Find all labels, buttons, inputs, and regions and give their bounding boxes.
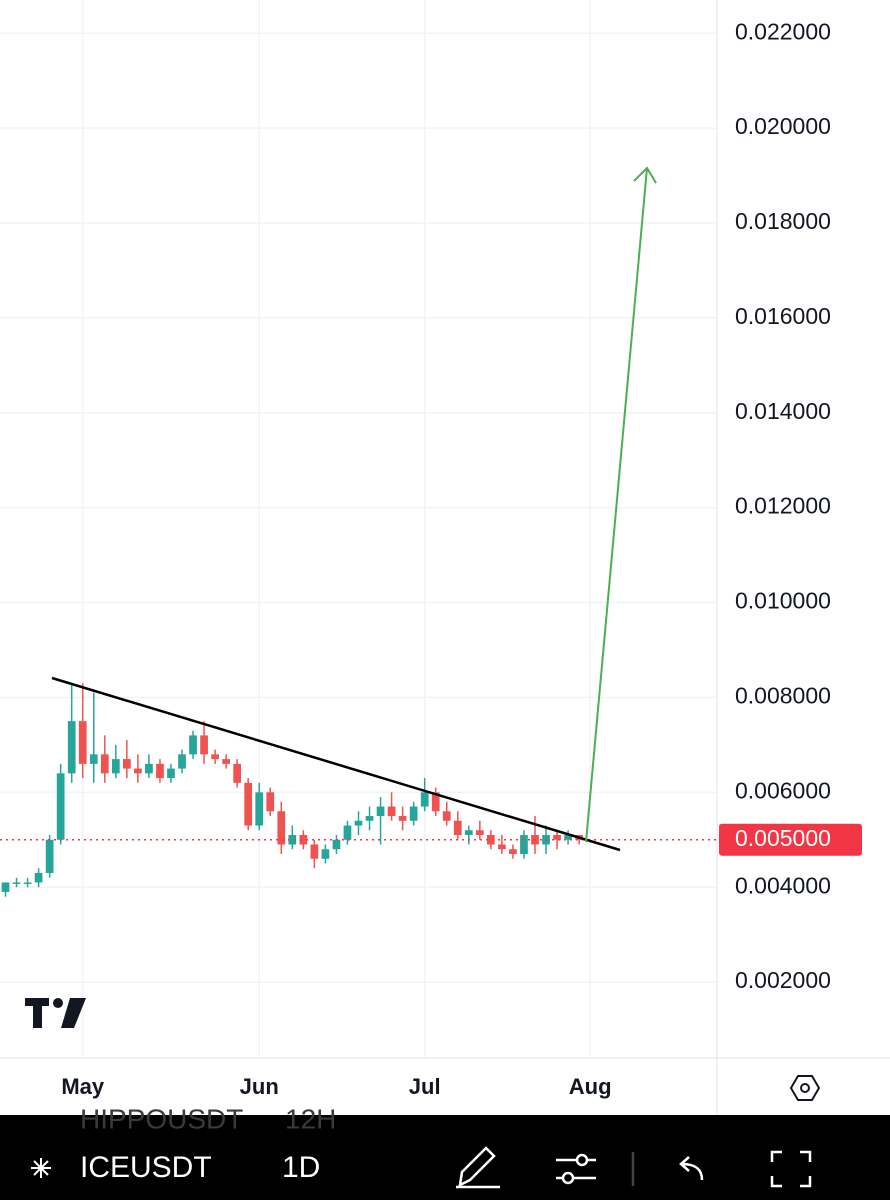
candle-body (376, 806, 385, 817)
y-tick-label: 0.014000 (735, 398, 831, 424)
candle-body (67, 721, 76, 774)
candle-body (178, 754, 186, 769)
candle-body (100, 754, 109, 774)
candle-body (1, 882, 10, 892)
settings-icon[interactable] (789, 1075, 821, 1101)
candle-body (200, 735, 208, 755)
candle-body (487, 835, 495, 845)
candle-body (156, 763, 164, 779)
candle-body (111, 759, 120, 774)
candle-body (509, 849, 517, 854)
candle-body (78, 721, 87, 764)
x-tick-label: Jul (409, 1074, 441, 1099)
candle-body (255, 792, 264, 826)
candle-body (431, 792, 440, 812)
overlay-interval: 12H (285, 1103, 336, 1134)
candle-body (167, 768, 175, 779)
y-tick-label: 0.008000 (735, 683, 831, 709)
candle-body (244, 782, 253, 826)
y-tick-label: 0.010000 (735, 588, 831, 614)
candle-body (564, 835, 572, 840)
candle-body (387, 806, 396, 817)
arrow-head (633, 166, 657, 184)
y-tick-label: 0.016000 (735, 303, 831, 329)
price-label: 0.005000 (735, 825, 831, 851)
undo-icon[interactable] (679, 1156, 704, 1181)
y-tick-label: 0.018000 (735, 208, 831, 234)
candle-body (420, 792, 429, 807)
price-label-bg (719, 823, 862, 856)
target-arrow (585, 167, 648, 843)
y-tick-label: 0.012000 (735, 493, 831, 519)
fullscreen-icon[interactable] (770, 1150, 812, 1188)
trend-line (51, 676, 621, 852)
candle-body (34, 872, 43, 883)
candle-body (299, 835, 308, 845)
candle-body (453, 820, 462, 836)
candle-body (266, 792, 275, 812)
candle-body (365, 816, 374, 821)
y-tick-label: 0.002000 (735, 967, 831, 993)
candle-body (45, 839, 54, 873)
y-tick-label: 0.022000 (735, 18, 831, 44)
candle-body (89, 754, 98, 764)
y-tick-label: 0.020000 (735, 113, 831, 139)
candle-body (343, 825, 352, 840)
candle-body (332, 839, 341, 850)
candle-body (553, 835, 561, 840)
x-tick-label: Aug (569, 1074, 612, 1099)
candle-body (464, 830, 473, 836)
toolbar (0, 1115, 890, 1200)
toolbar-icons (456, 1146, 812, 1189)
y-tick-label: 0.004000 (735, 872, 831, 898)
candle-body (211, 754, 219, 760)
symbol[interactable]: ICEUSDT (80, 1151, 212, 1184)
draw-icon[interactable] (456, 1146, 500, 1189)
indicators-knob (561, 1171, 575, 1185)
candle-body (56, 773, 65, 840)
candle-body (475, 830, 484, 836)
candle-body (354, 820, 363, 826)
overlay-symbol: HIPPOUSDT (80, 1103, 243, 1134)
candle-body (12, 882, 21, 884)
indicators-knob (575, 1153, 589, 1167)
candle-body (23, 882, 32, 884)
candle-body (277, 811, 286, 845)
logo (25, 998, 86, 1028)
settings-icon-dot (800, 1083, 810, 1093)
candle-body (442, 811, 451, 821)
candle-body (222, 759, 230, 764)
candle-body (398, 816, 407, 821)
interval[interactable]: 1D (282, 1151, 320, 1184)
candle-body (409, 806, 418, 821)
symbol-icon (31, 1158, 51, 1178)
candle-body (233, 763, 242, 783)
candle-body (321, 849, 330, 859)
candle-body (520, 835, 528, 854)
candle-body (122, 759, 131, 769)
y-tick-label: 0.006000 (735, 777, 831, 803)
candle-body (189, 735, 197, 755)
x-tick-label: Jun (240, 1074, 279, 1099)
candle-body (288, 835, 297, 845)
candle-body (498, 844, 506, 850)
candle-body (310, 844, 319, 859)
x-tick-label: May (61, 1074, 105, 1099)
candle-body (145, 763, 153, 774)
candle-body (134, 768, 142, 774)
